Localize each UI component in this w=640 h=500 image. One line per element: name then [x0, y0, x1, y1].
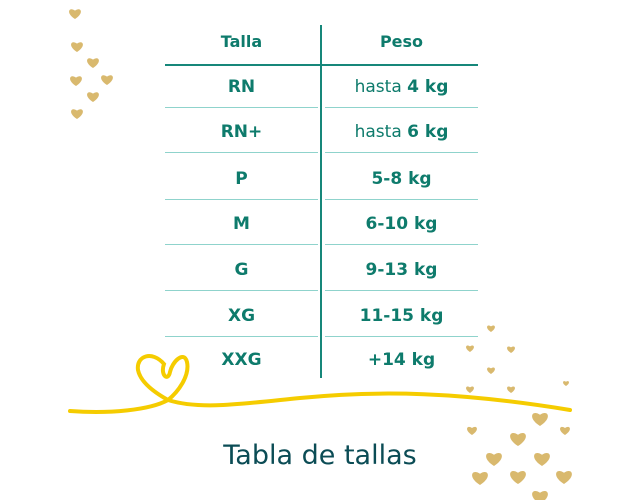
- heart-icon: [507, 386, 515, 393]
- row-divider: [165, 336, 318, 337]
- peso-prefix: hasta: [354, 122, 408, 142]
- heart-icon: [510, 471, 526, 484]
- row-divider: [325, 199, 478, 200]
- heart-icon: [472, 472, 488, 485]
- peso-value: 6 kg: [407, 122, 449, 142]
- row-divider: [325, 290, 478, 291]
- peso-value: +14 kg: [367, 350, 436, 370]
- heart-icon: [507, 346, 515, 353]
- peso-value: 11-15 kg: [359, 306, 444, 326]
- heart-icon: [467, 426, 477, 435]
- row-divider: [165, 107, 318, 108]
- row-divider: [165, 290, 318, 291]
- peso-value: 9-13 kg: [365, 260, 438, 280]
- heart-icon: [563, 381, 569, 386]
- header-peso: Peso: [379, 32, 424, 51]
- cell-talla: XG: [227, 306, 256, 326]
- heart-icon: [101, 75, 113, 85]
- peso-value: 4 kg: [407, 77, 449, 97]
- heart-icon: [556, 471, 572, 484]
- cell-peso: 11-15 kg: [325, 304, 478, 328]
- cell-peso: 5-8 kg: [325, 167, 478, 191]
- heart-icon: [560, 426, 570, 435]
- heart-icon: [487, 325, 495, 332]
- heart-icon: [69, 9, 81, 19]
- heart-icon: [510, 433, 526, 446]
- cell-peso: hasta 6 kg: [325, 120, 478, 144]
- ribbon-heart-icon: [68, 354, 572, 414]
- cell-peso: 9-13 kg: [325, 258, 478, 282]
- heart-icon: [486, 453, 502, 466]
- heart-icon: [70, 76, 82, 86]
- heart-icon: [487, 367, 495, 374]
- heart-icon: [87, 58, 99, 68]
- cell-talla: P: [235, 169, 248, 189]
- cell-talla: G: [234, 260, 249, 280]
- row-divider: [165, 152, 318, 153]
- peso-value: 6-10 kg: [365, 214, 438, 234]
- heart-icon: [87, 92, 99, 102]
- cell-talla: RN+: [220, 122, 263, 142]
- cell-talla: XXG: [221, 350, 262, 370]
- hearts-pattern: [69, 9, 572, 500]
- page-title: Tabla de tallas: [223, 440, 417, 471]
- heart-icon: [532, 413, 548, 426]
- cell-peso: +14 kg: [325, 348, 478, 372]
- heart-icon: [466, 386, 474, 393]
- cell-talla: M: [233, 214, 250, 234]
- heart-icon: [466, 345, 474, 352]
- row-divider: [325, 336, 478, 337]
- heart-icon: [71, 109, 83, 119]
- peso-value: 5-8 kg: [371, 169, 432, 189]
- row-divider: [165, 244, 318, 245]
- heart-icon: [532, 491, 548, 500]
- cell-peso: hasta 4 kg: [325, 75, 478, 99]
- cell-talla: RN: [227, 77, 256, 97]
- row-divider: [325, 107, 478, 108]
- row-divider: [325, 244, 478, 245]
- row-divider: [325, 152, 478, 153]
- peso-prefix: hasta: [354, 77, 408, 97]
- header-talla: Talla: [220, 32, 263, 51]
- heart-icon: [534, 453, 550, 466]
- column-divider: [320, 25, 322, 378]
- row-divider: [165, 199, 318, 200]
- heart-icon: [71, 42, 83, 52]
- cell-peso: 6-10 kg: [325, 212, 478, 236]
- header-divider: [165, 64, 478, 66]
